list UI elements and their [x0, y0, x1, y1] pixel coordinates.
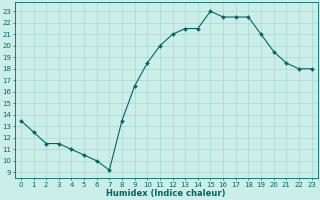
- X-axis label: Humidex (Indice chaleur): Humidex (Indice chaleur): [107, 189, 226, 198]
